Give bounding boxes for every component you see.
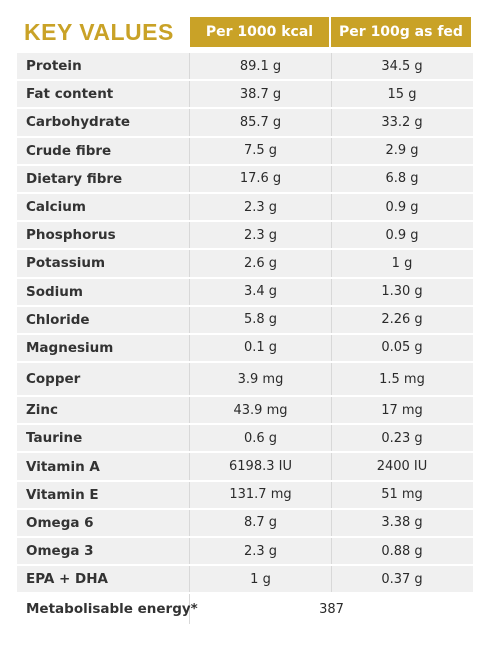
row-label: Phosphorus — [17, 222, 190, 249]
value-per-1000-kcal: 43.9 mg — [190, 397, 332, 424]
value-per-100g: 34.5 g — [381, 58, 423, 74]
table-row-sodium: Sodium 3.4 g 1.30 g — [17, 278, 473, 305]
table-row-epa-dha: EPA + DHA 1 g 0.37 g — [17, 566, 473, 593]
row-label: Taurine — [17, 425, 190, 452]
row-label: Crude fibre — [17, 137, 190, 164]
value-per-1000-kcal: 2.3 g — [190, 222, 332, 249]
value-per-1000-kcal: 38.7 g — [190, 81, 332, 108]
value-per-100g: 1 g — [391, 255, 413, 271]
row-label: Zinc — [17, 397, 190, 424]
row-label: Protein — [17, 53, 190, 80]
value-per-1000-kcal: 17.6 g — [190, 165, 332, 192]
table-row-carbohydrate: Carbohydrate 85.7 g 33.2 g — [17, 109, 473, 136]
row-label: Sodium — [17, 278, 190, 305]
value-per-1000-kcal: 1 g — [190, 566, 332, 593]
row-label: Omega 6 — [17, 509, 190, 536]
row-label: Magnesium — [17, 334, 190, 362]
value-per-100g: 2400 IU — [376, 459, 428, 475]
value-per-1000-kcal: 131.7 mg — [190, 481, 332, 508]
row-label: Potassium — [17, 250, 190, 277]
row-label: Calcium — [17, 193, 190, 221]
table-row-fat: Fat content 38.7 g 15 g — [17, 81, 473, 108]
table-row-copper: Copper 3.9 mg 1.5 mg — [17, 363, 473, 396]
value-per-1000-kcal: 6198.3 IU — [190, 453, 332, 480]
value-per-1000-kcal: 2.6 g — [190, 250, 332, 277]
row-label: Copper — [17, 363, 190, 396]
value-per-1000-kcal: 7.5 g — [190, 137, 332, 164]
table-header: KEY VALUES Per 1000 kcal Per 100g as fed — [0, 17, 493, 47]
table-row-calcium: Calcium 2.3 g 0.9 g — [17, 193, 473, 221]
table-row-metabolisable-energy: Metabolisable energy* 387 — [17, 594, 473, 625]
value-per-1000-kcal: 5.8 g — [190, 306, 332, 333]
value-per-100g: 2.26 g — [381, 312, 423, 328]
row-label: Vitamin E — [17, 481, 190, 508]
table-row-chloride: Chloride 5.8 g 2.26 g — [17, 306, 473, 333]
value-per-100g: 0.9 g — [385, 199, 419, 215]
table-row-zinc: Zinc 43.9 mg 17 mg — [17, 397, 473, 424]
row-label: Vitamin A — [17, 453, 190, 480]
value-per-1000-kcal: 0.6 g — [190, 425, 332, 452]
value-per-1000-kcal: 2.3 g — [190, 538, 332, 565]
value-per-100g: 0.37 g — [381, 571, 423, 587]
table-row-protein: Protein 89.1 g 34.5 g — [17, 53, 473, 80]
value-per-100g: 1.30 g — [381, 284, 423, 300]
table-row-vitamin-a: Vitamin A 6198.3 IU 2400 IU — [17, 453, 473, 480]
row-label: Metabolisable energy* — [17, 594, 198, 625]
page-title: KEY VALUES — [24, 19, 174, 45]
value-per-100g: 33.2 g — [381, 114, 423, 130]
table-row-crude-fibre: Crude fibre 7.5 g 2.9 g — [17, 137, 473, 164]
row-label: Dietary fibre — [17, 165, 190, 192]
value-per-100g: 0.23 g — [381, 430, 423, 446]
table-row-dietary-fibre: Dietary fibre 17.6 g 6.8 g — [17, 165, 473, 192]
value-per-100g: 1.5 mg — [379, 371, 425, 387]
value-per-100g: 0.9 g — [385, 227, 419, 243]
value-per-100g: 2.9 g — [385, 143, 419, 159]
value-per-100g: 0.88 g — [381, 543, 423, 559]
row-label: Carbohydrate — [17, 109, 190, 136]
row-label: Fat content — [17, 81, 190, 108]
row-label: Omega 3 — [17, 538, 190, 565]
row-label: Chloride — [17, 306, 190, 333]
value-per-100g: 0.05 g — [381, 340, 423, 356]
value-per-1000-kcal: 3.9 mg — [190, 363, 332, 396]
table-row-phosphorus: Phosphorus 2.3 g 0.9 g — [17, 222, 473, 249]
table-row-omega-6: Omega 6 8.7 g 3.38 g — [17, 509, 473, 536]
key-values-table: Protein 89.1 g 34.5 g Fat content 38.7 g… — [17, 53, 473, 626]
value-per-100g: 6.8 g — [385, 171, 419, 187]
value-per-100g: 51 mg — [381, 487, 423, 503]
row-label: EPA + DHA — [17, 566, 190, 593]
table-row-omega-3: Omega 3 2.3 g 0.88 g — [17, 538, 473, 565]
value-per-100g: 17 mg — [381, 402, 423, 418]
value-per-100g: 3.38 g — [381, 515, 423, 531]
value-per-1000-kcal: 3.4 g — [190, 278, 332, 305]
table-row-vitamin-e: Vitamin E 131.7 mg 51 mg — [17, 481, 473, 508]
column-header-per-1000-kcal: Per 1000 kcal — [190, 17, 329, 47]
energy-value: 387 — [319, 601, 344, 617]
value-per-1000-kcal: 0.1 g — [190, 334, 332, 362]
table-row-potassium: Potassium 2.6 g 1 g — [17, 250, 473, 277]
value-per-1000-kcal: 85.7 g — [190, 109, 332, 136]
table-row-taurine: Taurine 0.6 g 0.23 g — [17, 425, 473, 452]
value-per-1000-kcal: 8.7 g — [190, 509, 332, 536]
column-header-per-100g: Per 100g as fed — [331, 17, 471, 47]
value-per-1000-kcal: 2.3 g — [190, 193, 332, 221]
table-row-magnesium: Magnesium 0.1 g 0.05 g — [17, 334, 473, 362]
value-per-100g: 15 g — [387, 86, 417, 102]
value-per-1000-kcal: 89.1 g — [190, 53, 332, 80]
